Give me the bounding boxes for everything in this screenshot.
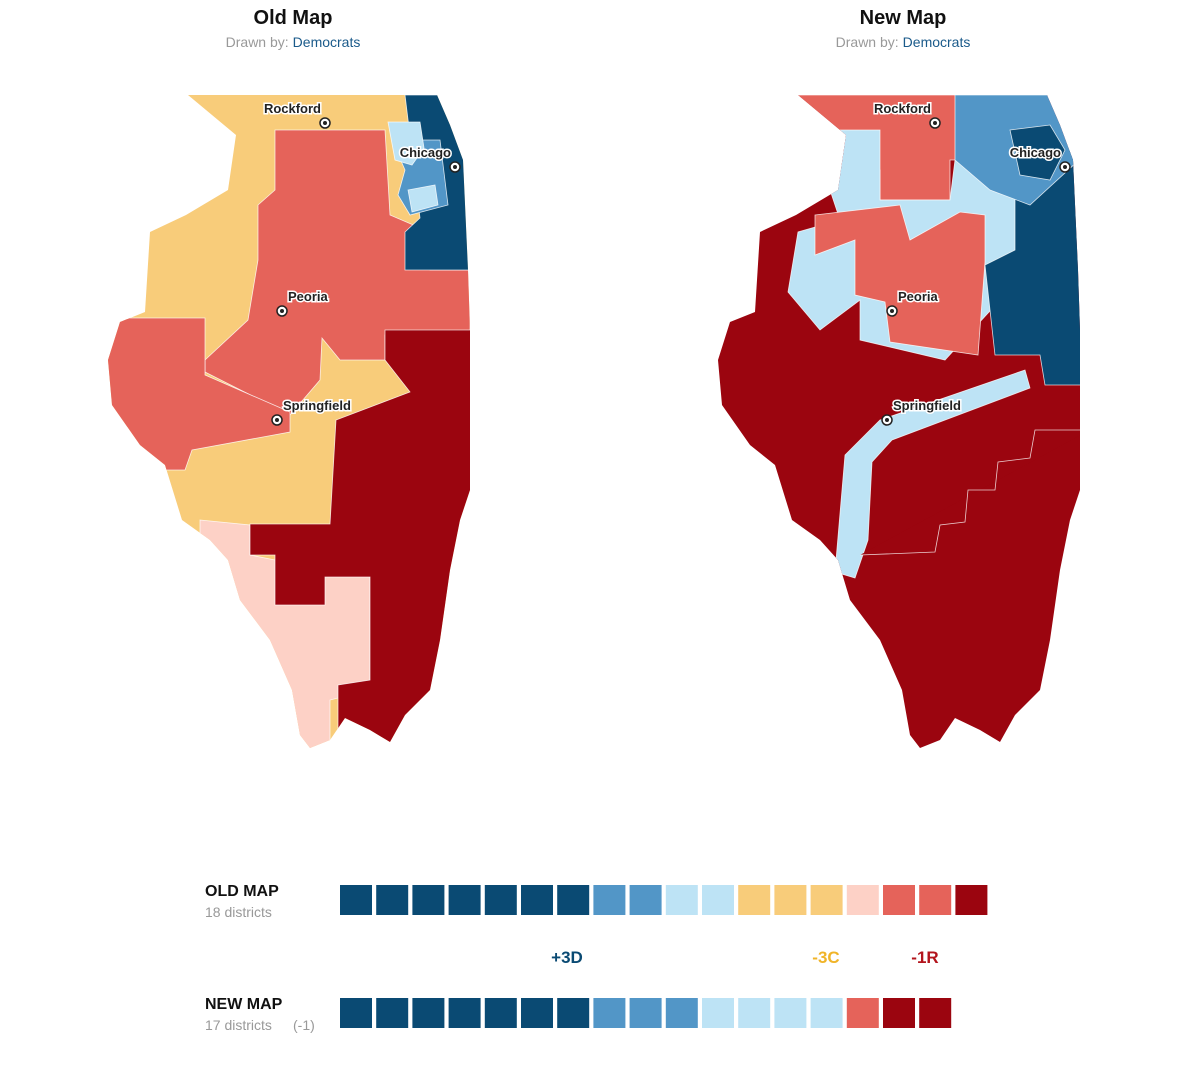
city-label: Peoria (898, 289, 939, 304)
city-dot (933, 121, 937, 125)
district-square (883, 998, 915, 1028)
city-dot (453, 165, 457, 169)
row-label: OLD MAP (205, 883, 279, 900)
district-square (448, 998, 481, 1028)
map-title: New Map (860, 7, 947, 29)
drawn-by-party: Democrats (903, 34, 971, 50)
row-districts: 17 districts (205, 1017, 272, 1033)
city-label: Rockford (264, 101, 321, 116)
district-square (955, 885, 988, 915)
district-square (665, 885, 698, 915)
district-square (340, 885, 372, 915)
district-square (702, 998, 734, 1028)
region (249, 329, 470, 748)
district-square (665, 998, 698, 1028)
old-map (108, 95, 470, 748)
city-dot (885, 418, 889, 422)
city-dot (275, 418, 279, 422)
drawn-by: Drawn by: Democrats (226, 34, 361, 50)
district-square (738, 885, 771, 915)
district-square (557, 885, 590, 915)
city-label: Springfield (893, 398, 961, 413)
city-dot (1063, 165, 1067, 169)
city-label: Chicago (400, 145, 451, 160)
district-square (846, 998, 879, 1028)
city-label: Springfield (283, 398, 351, 413)
city-label: Peoria (288, 289, 329, 304)
row-districts: 18 districts (205, 904, 272, 920)
district-square (810, 998, 843, 1028)
district-square (738, 998, 771, 1028)
change-label: -1R (911, 948, 938, 967)
region (387, 121, 425, 166)
district-square (593, 885, 626, 915)
city-label: Chicago (1010, 145, 1061, 160)
drawn-by-label: Drawn by: (226, 34, 289, 50)
district-square (484, 998, 517, 1028)
district-square (593, 998, 626, 1028)
district-square (846, 885, 879, 915)
new-map (718, 95, 1080, 748)
district-square (484, 885, 517, 915)
city-dot (280, 309, 284, 313)
district-square (376, 885, 409, 915)
district-square (629, 998, 662, 1028)
summary: OLD MAP 18 districts NEW MAP 17 districts (-… (205, 883, 988, 1033)
district-square (412, 885, 445, 915)
district-square (557, 998, 590, 1028)
district-square (774, 885, 807, 915)
region (1009, 124, 1066, 181)
row-label: NEW MAP (205, 996, 283, 1013)
map-title: Old Map (254, 7, 333, 29)
district-square (883, 885, 915, 915)
district-square (810, 885, 843, 915)
region (814, 204, 986, 356)
district-square (919, 885, 952, 915)
district-square (412, 998, 445, 1028)
district-square (919, 998, 952, 1028)
drawn-by: Drawn by: Democrats (836, 34, 971, 50)
district-square (629, 885, 662, 915)
district-square (376, 998, 409, 1028)
region (984, 149, 1080, 386)
district-square (774, 998, 807, 1028)
change-label: +3D (551, 948, 583, 967)
district-square (702, 885, 734, 915)
region (859, 429, 1080, 556)
region (407, 184, 439, 213)
district-square (521, 998, 553, 1028)
city-label: Rockford (874, 101, 931, 116)
district-square (448, 885, 481, 915)
city-dot (890, 309, 894, 313)
drawn-by-label: Drawn by: (836, 34, 899, 50)
drawn-by-party: Democrats (293, 34, 361, 50)
change-label: -3C (812, 948, 839, 967)
city-dot (323, 121, 327, 125)
district-square (521, 885, 553, 915)
district-square (340, 998, 372, 1028)
row-change: (-1) (293, 1017, 315, 1033)
